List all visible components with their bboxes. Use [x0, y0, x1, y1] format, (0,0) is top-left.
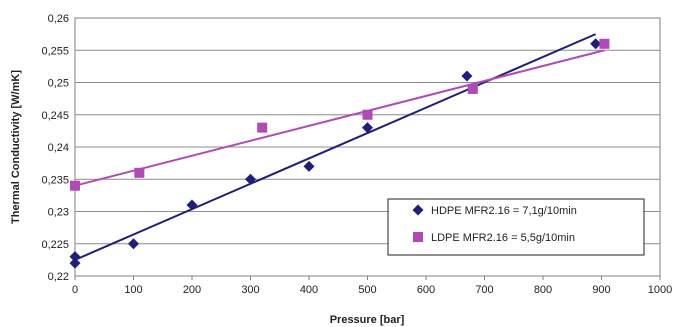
y-tick-label: 0,26 — [48, 13, 69, 25]
x-tick-label: 400 — [300, 284, 318, 296]
y-axis-title: Thermal Conductivity [W/mK] — [10, 70, 22, 224]
y-tick-label: 0,25 — [48, 78, 69, 90]
x-tick-label: 500 — [358, 284, 376, 296]
data-point-diamond — [303, 160, 315, 172]
y-tick-label: 0,255 — [41, 45, 69, 57]
x-tick-label: 700 — [475, 284, 493, 296]
data-point-square — [257, 122, 268, 133]
data-point-square — [70, 180, 80, 191]
legend-marker-diamond — [412, 204, 424, 216]
legend-marker-square — [413, 232, 423, 242]
trendline-square — [74, 49, 605, 187]
y-tick-label: 0,24 — [48, 142, 69, 154]
data-point-square — [134, 167, 145, 178]
legend: HDPE MFR2.16 = 7,1g/10min LDPE MFR2.16 =… — [387, 198, 645, 256]
y-tick-label: 0,225 — [41, 239, 69, 251]
x-tick-label: 300 — [241, 284, 259, 296]
data-point-diamond — [590, 38, 602, 50]
legend-marker-hdpe — [412, 204, 424, 216]
trendlines — [74, 33, 605, 261]
data-point-diamond — [245, 173, 256, 185]
x-tick-label: 800 — [534, 284, 552, 296]
x-tick-label: 200 — [183, 284, 201, 296]
y-tick-label: 0,23 — [48, 207, 69, 219]
data-point-square — [362, 109, 373, 120]
x-tick-label: 0 — [72, 284, 78, 296]
data-point-diamond — [186, 199, 198, 211]
legend-marker-ldpe — [413, 232, 423, 242]
data-point-diamond — [69, 251, 81, 263]
trendline-diamond — [74, 33, 597, 261]
legend-label-ldpe: LDPE MFR2.16 = 5,5g/10min — [431, 232, 575, 244]
legend-label-hdpe: HDPE MFR2.16 = 7,1g/10min — [431, 205, 577, 217]
x-tick-labels: 0 100 200 300 400 500 600 700 800 900 1000 — [72, 276, 672, 296]
data-point-square — [599, 38, 610, 49]
legend-box — [387, 198, 645, 256]
y-tick-label: 0,22 — [48, 271, 69, 283]
data-point-diamond — [128, 238, 139, 250]
data-point-diamond — [362, 122, 373, 134]
x-tick-label: 600 — [417, 284, 435, 296]
data-point-diamond — [461, 70, 473, 82]
x-axis-title: Pressure [bar] — [330, 314, 405, 326]
data-points — [69, 38, 610, 269]
y-tick-label: 0,235 — [41, 174, 69, 186]
x-tick-label: 100 — [124, 284, 142, 296]
x-tick-label: 1000 — [648, 284, 672, 296]
y-tick-labels: 0,22 0,225 0,23 0,235 0,24 0,245 0,25 0,255 0,26 — [41, 13, 69, 283]
data-point-diamond — [69, 257, 81, 269]
y-tick-label: 0,245 — [41, 110, 69, 122]
x-tick-label: 900 — [592, 284, 610, 296]
data-point-square — [467, 83, 478, 94]
